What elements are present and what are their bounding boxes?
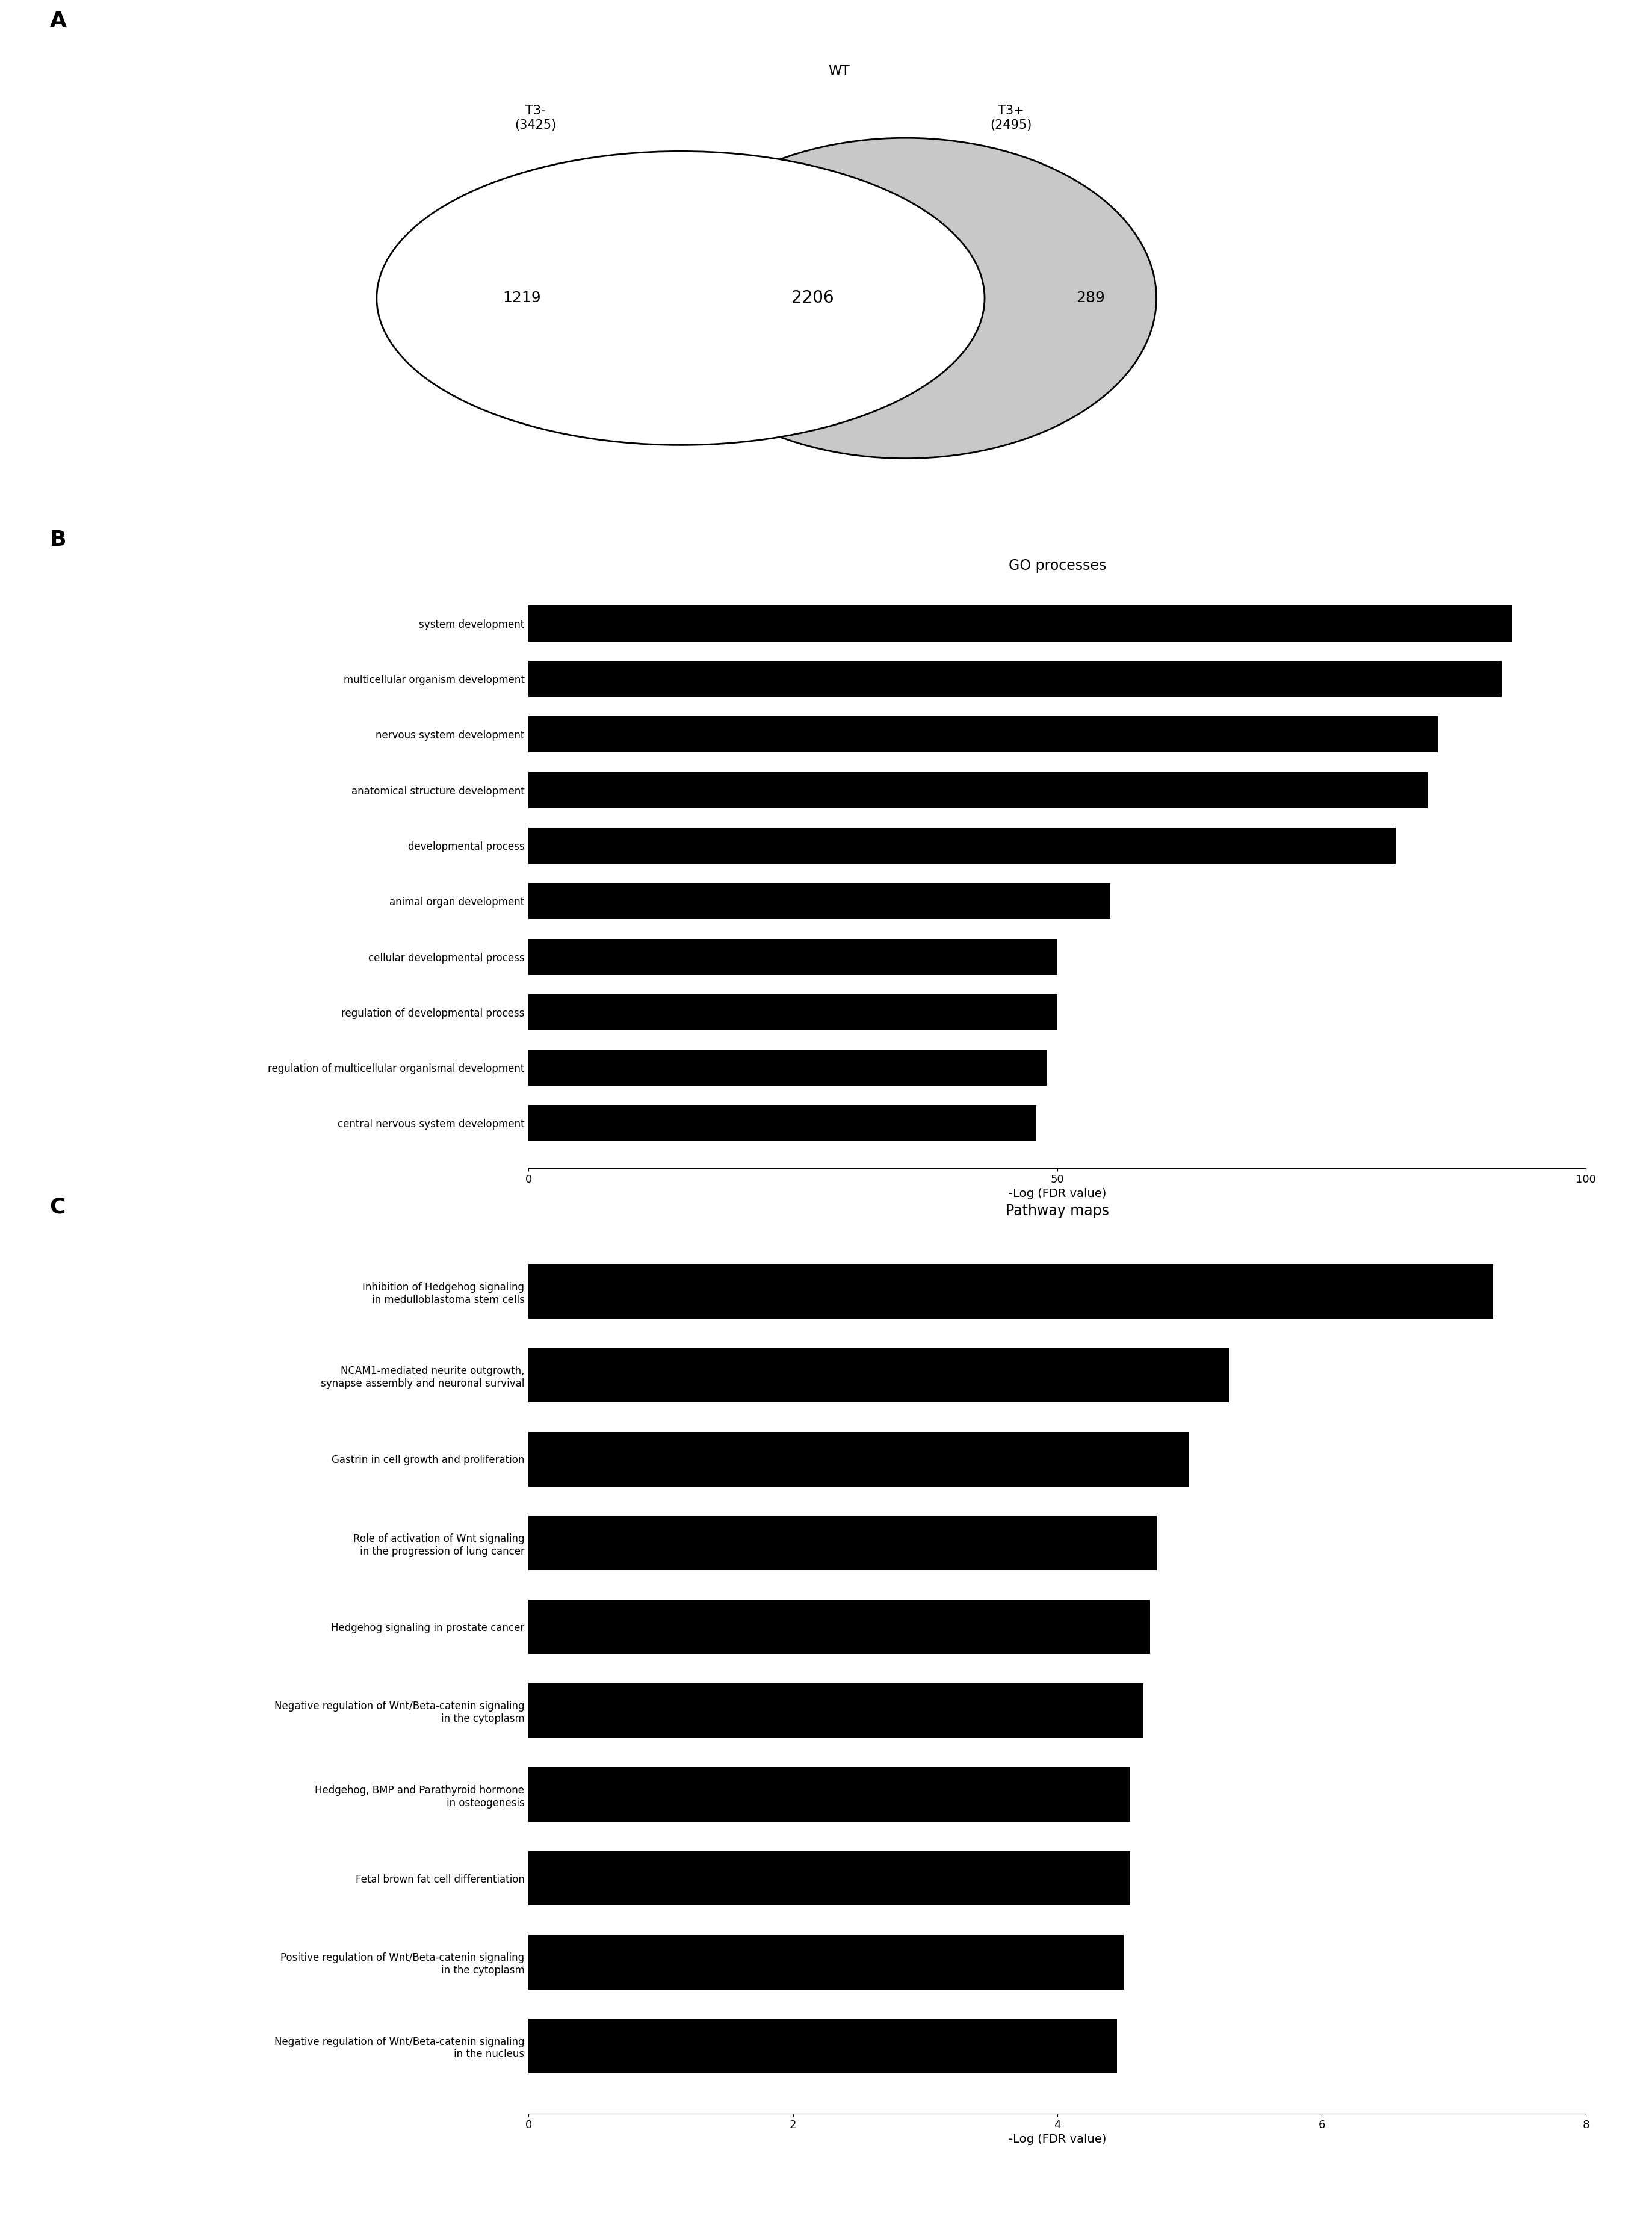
Bar xyxy=(529,605,1512,641)
Bar xyxy=(529,1936,1123,1989)
Text: 2206: 2206 xyxy=(791,289,834,307)
X-axis label: -Log (FDR value): -Log (FDR value) xyxy=(1008,1188,1107,1199)
Bar xyxy=(529,883,1110,919)
X-axis label: -Log (FDR value): -Log (FDR value) xyxy=(1008,2134,1107,2145)
Bar xyxy=(529,1767,1130,1822)
Bar xyxy=(529,1348,1229,1402)
Bar xyxy=(529,1433,1189,1486)
Bar xyxy=(529,1684,1143,1738)
Bar xyxy=(529,1515,1156,1571)
Bar xyxy=(529,661,1502,696)
Text: WT: WT xyxy=(828,65,851,78)
Bar xyxy=(529,772,1427,808)
Bar xyxy=(529,1106,1036,1141)
Bar xyxy=(529,2018,1117,2074)
Title: GO processes: GO processes xyxy=(1008,558,1107,574)
Text: C: C xyxy=(50,1197,66,1217)
Bar xyxy=(529,939,1057,975)
Bar xyxy=(529,1600,1150,1653)
Text: 1219: 1219 xyxy=(502,291,542,305)
Title: Pathway maps: Pathway maps xyxy=(1006,1204,1108,1219)
Bar xyxy=(529,828,1396,863)
Text: B: B xyxy=(50,530,66,550)
Bar xyxy=(529,1851,1130,1905)
Bar xyxy=(529,716,1437,752)
Bar xyxy=(529,1050,1047,1086)
Text: A: A xyxy=(50,11,66,31)
Bar xyxy=(529,995,1057,1030)
Ellipse shape xyxy=(377,151,985,445)
Ellipse shape xyxy=(654,138,1156,458)
Text: T3-
(3425): T3- (3425) xyxy=(514,105,557,131)
Text: 289: 289 xyxy=(1075,291,1105,305)
Text: T3+
(2495): T3+ (2495) xyxy=(990,105,1032,131)
Bar xyxy=(529,1264,1493,1319)
